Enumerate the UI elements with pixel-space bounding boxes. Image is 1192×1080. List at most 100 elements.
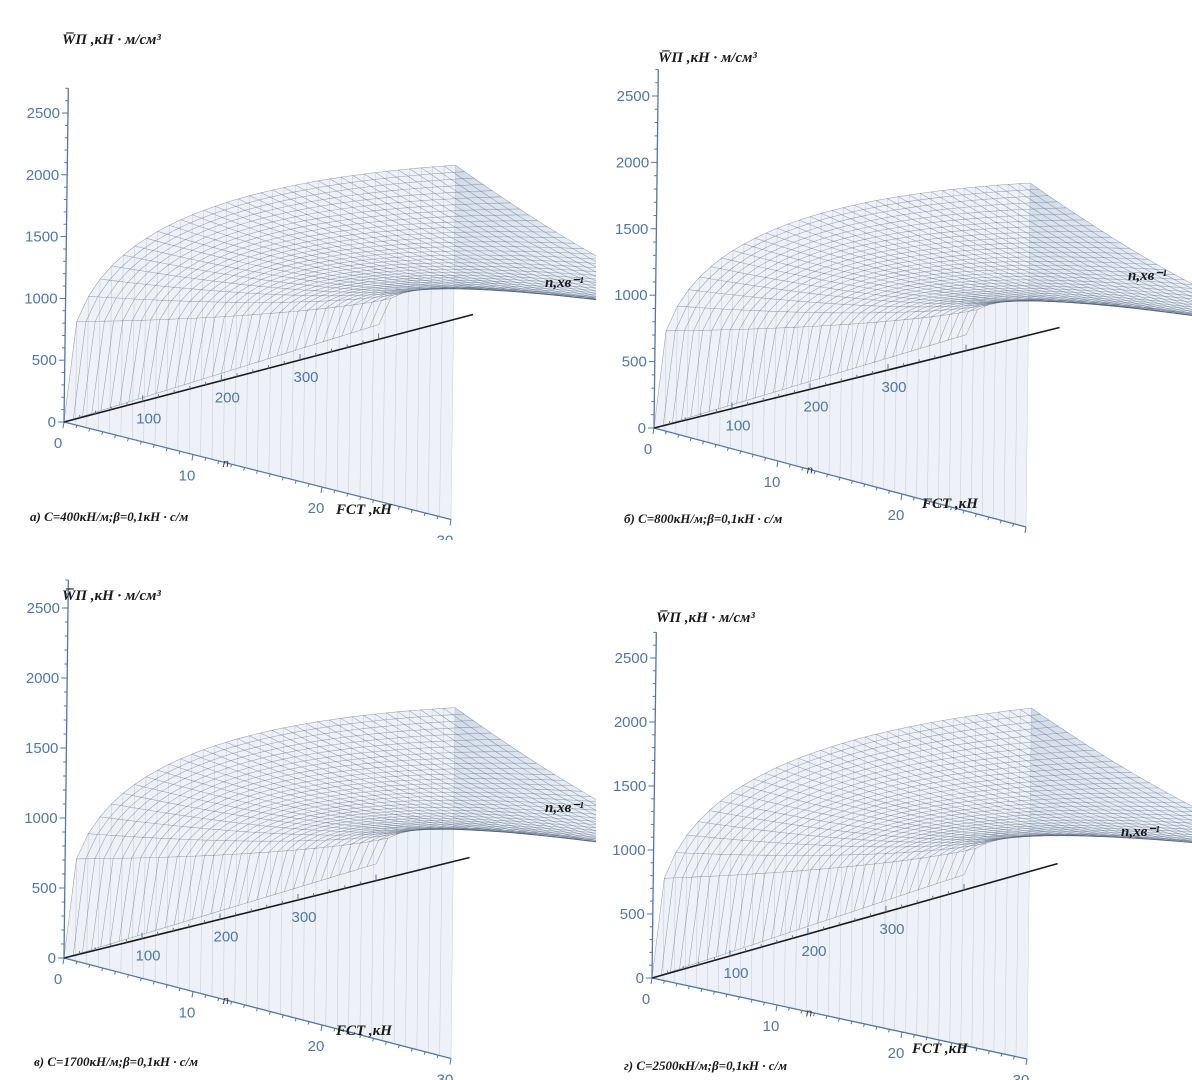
- mesh-line-wall: [211, 206, 216, 460]
- z-tick-label: 2000: [614, 714, 647, 731]
- f-tick-label: 30: [437, 533, 454, 541]
- f-tick: [788, 1007, 790, 1011]
- mesh-line-wall: [382, 712, 387, 1041]
- mesh-line-wall: [200, 210, 204, 457]
- mesh-line-wall: [828, 746, 833, 1017]
- mesh-line-n: [688, 732, 1068, 966]
- mesh-line-wall: [850, 205, 855, 481]
- mesh-line-n: [247, 810, 596, 903]
- mesh-line-n: [219, 799, 596, 911]
- mesh-line-wall: [861, 737, 866, 1024]
- z-tick-label: 1000: [614, 287, 647, 304]
- mesh-line-n: [375, 827, 596, 865]
- z-tick-label: 1500: [25, 229, 58, 246]
- chart-d: 0 500 1000 1500 2000 2500 0 10 20 30 n 100 200 300 W̅…: [612, 610, 1192, 1080]
- mesh-line-n: [164, 773, 555, 928]
- f-tick: [139, 977, 142, 982]
- mesh-line-wall: [200, 749, 204, 994]
- f-tick: [127, 974, 129, 978]
- mesh-line-n: [817, 805, 1192, 924]
- mesh-line-n: [128, 208, 520, 402]
- f-tick: [346, 493, 349, 497]
- mesh-line-n: [137, 757, 528, 936]
- mesh-line-n: [718, 225, 1094, 409]
- mesh-line-n: [256, 813, 596, 900]
- mesh-line-n: [184, 241, 575, 385]
- mesh-line-n: [91, 184, 484, 414]
- mesh-line-wall: [927, 191, 932, 501]
- mesh-line-wall: [280, 727, 284, 1015]
- mesh-line-wall: [359, 173, 365, 497]
- mesh-line-n: [332, 287, 596, 339]
- f-tick: [359, 496, 362, 500]
- f-tick: [912, 497, 915, 501]
- mesh-line-wall: [120, 793, 124, 973]
- mesh-line-wall: [949, 718, 955, 1043]
- mesh-line-n: [146, 762, 537, 934]
- mesh-line-f: [444, 165, 596, 262]
- mesh-line-wall: [806, 754, 810, 1012]
- mesh-line-wall: [992, 185, 998, 519]
- mesh-line-n: [956, 300, 1192, 338]
- f-tick: [888, 1029, 890, 1033]
- mesh-line-wall: [1004, 710, 1010, 1055]
- f-tick: [256, 1008, 258, 1012]
- mesh-line-n: [276, 277, 596, 357]
- f-axis-n-mark: n: [806, 1007, 812, 1019]
- mesh-line-n: [63, 164, 456, 423]
- mesh-line-n: [763, 251, 1140, 396]
- mesh-line-n: [258, 272, 596, 362]
- f-tick: [449, 519, 452, 526]
- mesh-line-n: [798, 797, 1177, 930]
- mesh-line-wall: [132, 784, 135, 976]
- f-tick: [165, 984, 168, 988]
- mesh-line-wall: [223, 742, 227, 1000]
- f-tick: [204, 457, 207, 461]
- mesh-line-wall: [211, 745, 216, 997]
- mesh-line-wall: [752, 238, 756, 455]
- mesh-line-n: [248, 269, 596, 365]
- mesh-line-wall: [662, 878, 665, 981]
- z-tick-label: 0: [638, 420, 646, 437]
- mesh-line-wall: [428, 166, 433, 514]
- f-tick: [1013, 1056, 1015, 1060]
- f-tick: [178, 987, 181, 992]
- z-axis: [63, 88, 69, 423]
- f-tick: [663, 980, 665, 984]
- mesh-line-wall: [109, 265, 112, 434]
- mesh-line-n: [156, 226, 548, 394]
- mesh-line-wall: [796, 220, 800, 466]
- n-tick-label: 100: [135, 948, 160, 965]
- f-tick: [677, 434, 680, 438]
- mesh-line-n: [690, 207, 1067, 418]
- mesh-line-n: [229, 803, 596, 909]
- mesh-line-n: [330, 827, 596, 878]
- z-tick-label: 500: [620, 906, 645, 923]
- mesh-line-n: [844, 816, 1192, 915]
- mesh-line-n: [173, 778, 565, 925]
- mesh-line-n: [165, 231, 557, 391]
- mesh-line-n: [369, 288, 596, 328]
- f-tick: [675, 983, 678, 987]
- mesh-line-n: [193, 246, 584, 382]
- z-axis: [651, 632, 657, 979]
- mesh-line-wall: [257, 732, 261, 1009]
- mesh-line-wall: [223, 202, 227, 463]
- mesh-line-n: [883, 294, 1192, 360]
- f-tick: [436, 516, 439, 520]
- f-tick: [333, 1028, 336, 1032]
- mesh-line-n: [789, 792, 1168, 933]
- z-tick-label: 2000: [616, 154, 649, 171]
- mesh-line-n: [920, 299, 1192, 349]
- f-tick: [152, 981, 155, 985]
- mesh-line-n: [716, 749, 1095, 957]
- mesh-line-n: [773, 256, 1149, 393]
- mesh-line-n: [313, 285, 596, 345]
- f-tick: [950, 507, 953, 511]
- mesh-line-wall: [817, 750, 821, 1014]
- mesh-line-n: [819, 276, 1192, 379]
- f-tick: [913, 1034, 915, 1038]
- f-tick: [423, 512, 426, 517]
- mesh-line-wall: [166, 764, 170, 985]
